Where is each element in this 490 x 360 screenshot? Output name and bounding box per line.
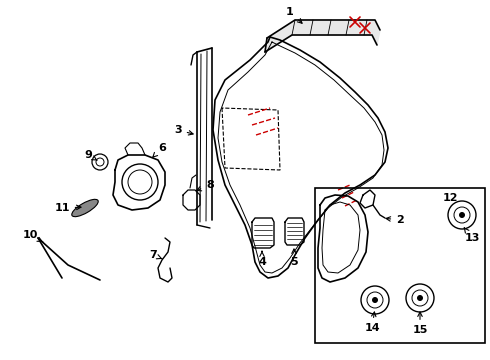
Circle shape — [459, 212, 465, 218]
Text: 4: 4 — [258, 251, 266, 267]
Text: 9: 9 — [84, 150, 97, 160]
Text: 10: 10 — [23, 230, 43, 242]
Text: 13: 13 — [464, 228, 480, 243]
Text: 5: 5 — [290, 249, 298, 267]
Text: 14: 14 — [364, 312, 380, 333]
Text: 11: 11 — [54, 203, 81, 213]
Text: 7: 7 — [149, 250, 162, 260]
Circle shape — [417, 295, 423, 301]
Text: 6: 6 — [153, 143, 166, 157]
Text: 8: 8 — [196, 180, 214, 191]
Text: 12: 12 — [442, 193, 458, 203]
Text: 2: 2 — [386, 215, 404, 225]
Circle shape — [372, 297, 378, 303]
Text: 15: 15 — [412, 312, 428, 335]
Ellipse shape — [72, 199, 98, 217]
Text: 1: 1 — [286, 7, 302, 23]
Bar — [315, 188, 485, 343]
Text: 3: 3 — [174, 125, 193, 135]
Polygon shape — [265, 20, 380, 52]
